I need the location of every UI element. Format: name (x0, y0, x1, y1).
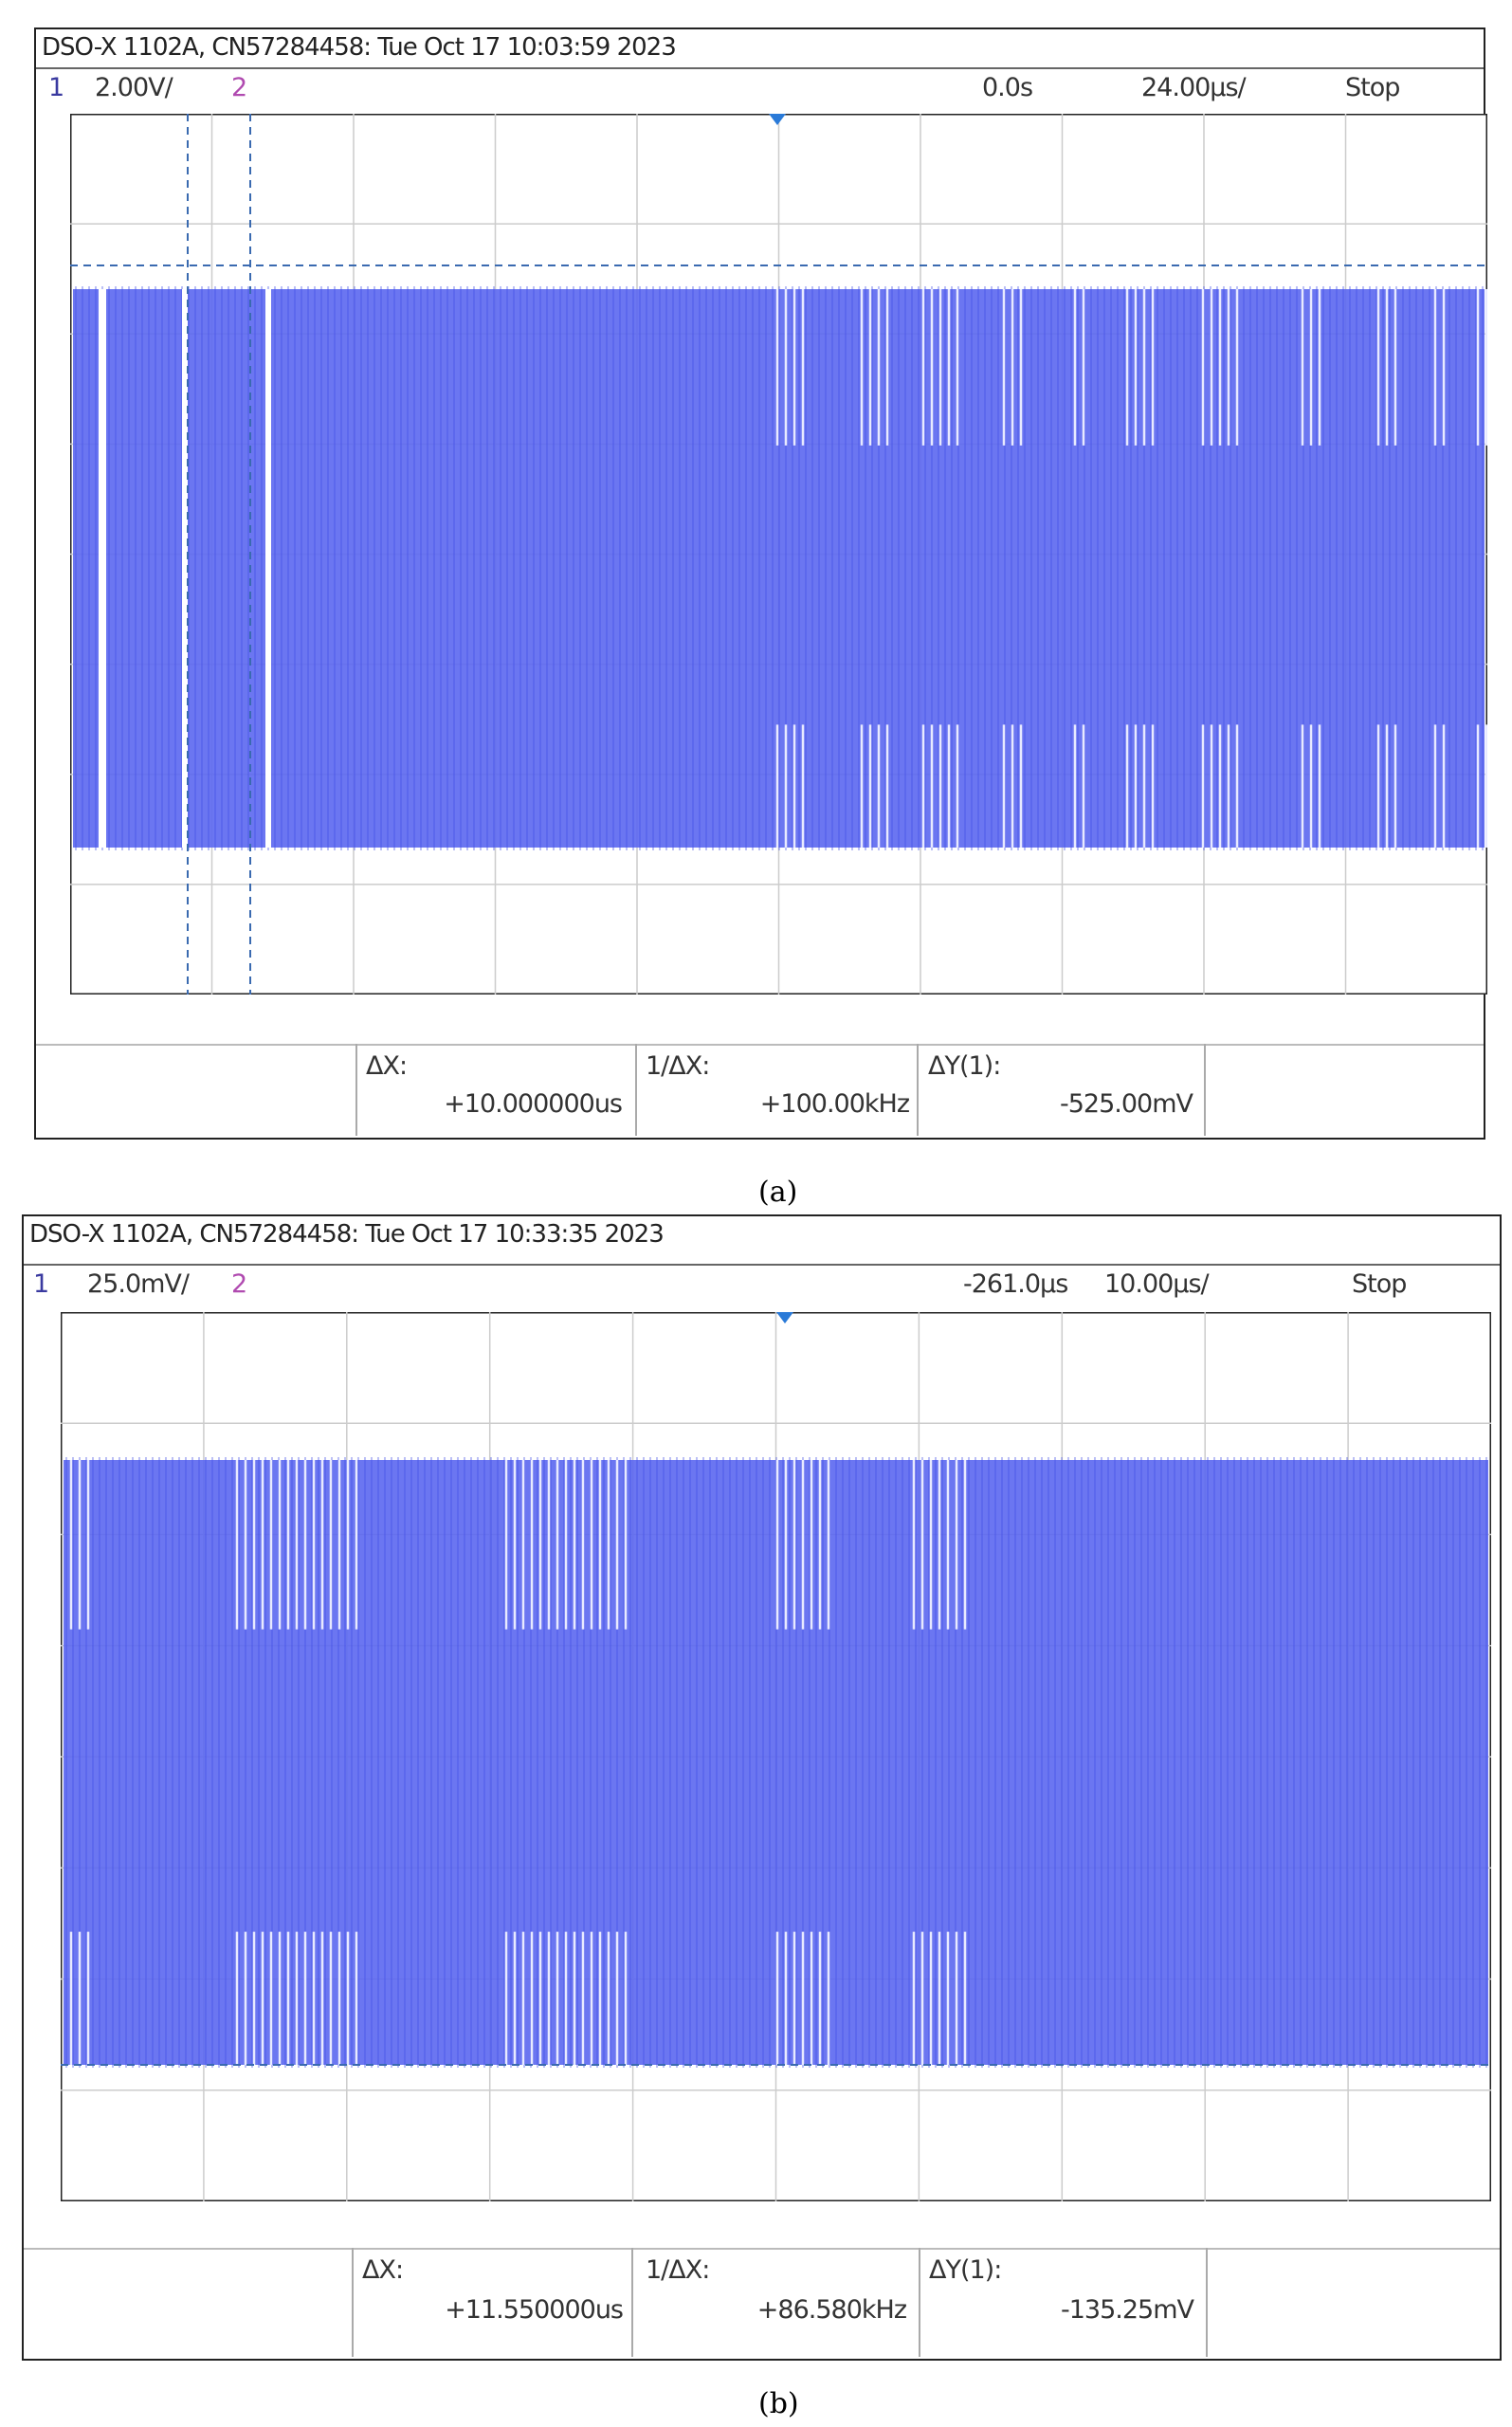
status: Stop (1352, 1269, 1407, 1299)
measure-label: ΔY(1): (928, 1051, 1001, 1081)
measure-value: -525.00mV (1060, 1089, 1193, 1119)
measure-divider (635, 1044, 637, 1136)
measure-divider (1204, 1044, 1206, 1136)
trigger-marker (776, 1312, 793, 1323)
measure-value: -135.25mV (1061, 2295, 1194, 2325)
measure-value: +11.550000us (445, 2295, 624, 2325)
screen-header: DSO-X 1102A, CN57284458: Tue Oct 17 10:0… (42, 33, 677, 62)
channel-2: 2 (231, 1269, 247, 1299)
measure-label: ΔY(1): (929, 2255, 1002, 2285)
measure-value: +86.580kHz (756, 2295, 907, 2325)
figure-caption: (b) (758, 2387, 799, 2420)
trigger-marker (769, 114, 786, 125)
measure-divider (919, 2248, 920, 2357)
measure-label: 1/ΔX: (646, 2255, 710, 2285)
figure-caption: (a) (758, 1176, 798, 1209)
signal-gap (99, 289, 106, 848)
measure-divider (917, 1044, 919, 1136)
channel-1: 1 (48, 73, 64, 102)
time-scale: 24.00µs/ (1141, 73, 1247, 102)
oscilloscope-screen: DSO-X 1102A, CN57284458: Tue Oct 17 10:3… (22, 1214, 1502, 2361)
measure-divider (1206, 2248, 1208, 2357)
status: Stop (1345, 73, 1400, 102)
waveform-plot (70, 114, 1487, 995)
scale-1: 25.0mV/ (87, 1269, 190, 1299)
measure-label: ΔX: (362, 2255, 404, 2285)
time-scale: 10.00µs/ (1104, 1269, 1210, 1299)
screen-header: DSO-X 1102A, CN57284458: Tue Oct 17 10:3… (29, 1220, 665, 1249)
header-separator (24, 1264, 1500, 1266)
delay: 0.0s (982, 73, 1033, 102)
channel-2: 2 (231, 73, 247, 102)
signal-gap (182, 289, 188, 848)
measure-value: +100.00kHz (759, 1089, 910, 1119)
measure-divider (355, 1044, 357, 1136)
measure-label: ΔX: (366, 1051, 408, 1081)
measure-separator (24, 2248, 1500, 2250)
oscilloscope-screen: DSO-X 1102A, CN57284458: Tue Oct 17 10:0… (34, 27, 1487, 1140)
measure-divider (631, 2248, 633, 2357)
measure-separator (36, 1044, 1484, 1046)
channel-1: 1 (33, 1269, 49, 1299)
signal-gap (265, 289, 271, 848)
delay: -261.0µs (963, 1269, 1068, 1299)
scale-1: 2.00V/ (95, 73, 173, 102)
header-separator (36, 67, 1484, 69)
measure-divider (352, 2248, 354, 2357)
measure-value: +10.000000us (444, 1089, 623, 1119)
measure-label: 1/ΔX: (646, 1051, 710, 1081)
waveform-plot (61, 1312, 1491, 2201)
